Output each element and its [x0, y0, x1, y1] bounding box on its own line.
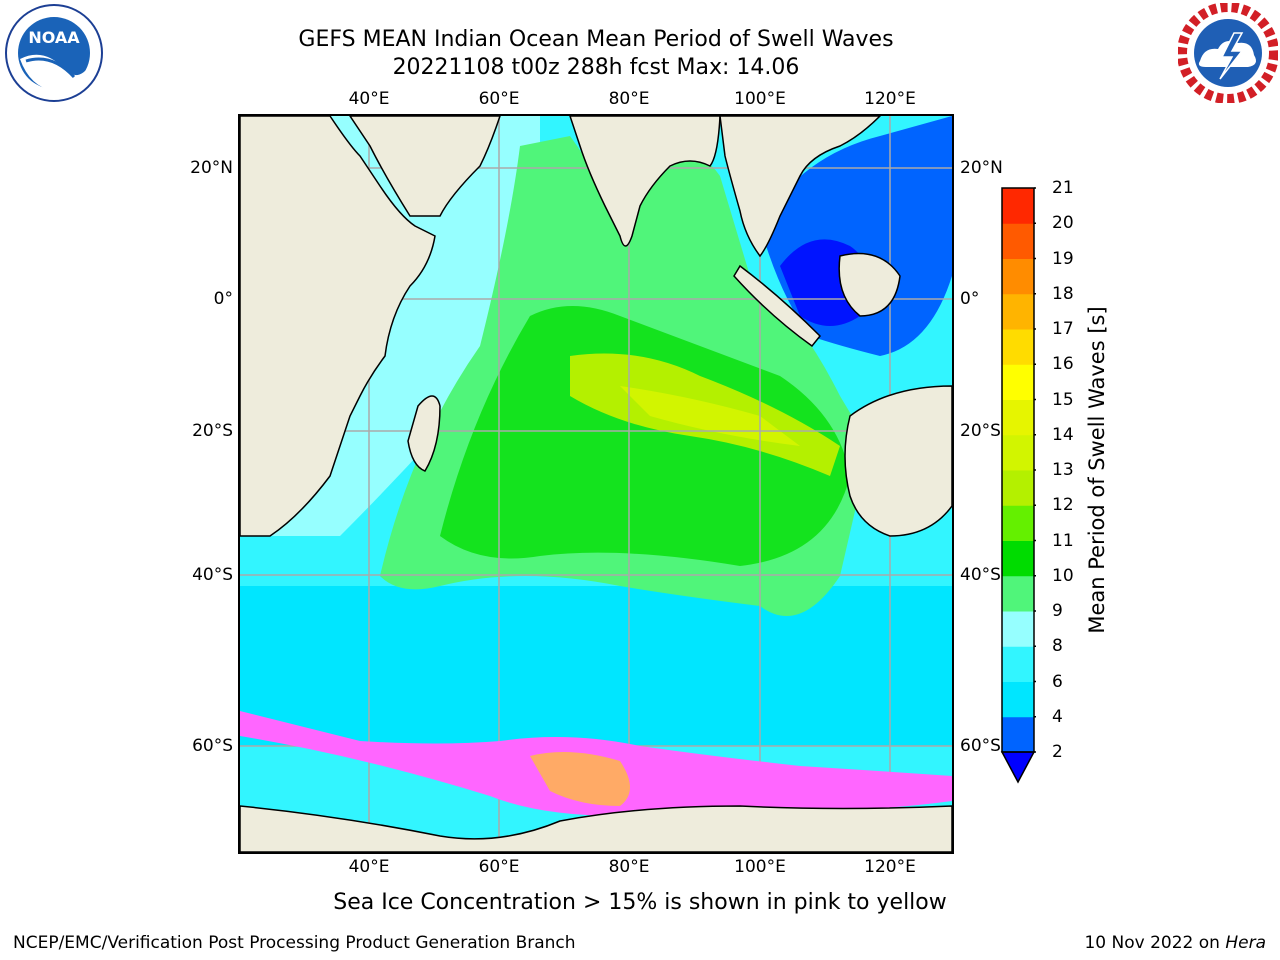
- colorbar-segment: [1002, 681, 1034, 718]
- colorbar-svg: [1000, 187, 1036, 784]
- colorbar-tick-label: 11: [1052, 530, 1074, 551]
- colorbar-tick-label: 15: [1052, 389, 1074, 410]
- colorbar-segment: [1002, 188, 1034, 224]
- colorbar-label: Mean Period of Swell Waves [s]: [1085, 306, 1109, 634]
- sea-ice-high-concentration: [530, 752, 630, 806]
- lon-label-bottom-100e: 100°E: [734, 857, 786, 877]
- lat-label-left-60s: 60°S: [192, 736, 233, 756]
- colorbar-segment: [1002, 716, 1034, 753]
- lon-label-bottom-40e: 40°E: [348, 857, 390, 877]
- borneo-land: [838, 252, 901, 317]
- lon-label-bottom-80e: 80°E: [608, 857, 650, 877]
- lat-label-right-40s: 40°S: [960, 565, 1001, 585]
- india-land: [569, 116, 721, 247]
- colorbar-tick-label: 20: [1052, 213, 1074, 234]
- madagascar-land: [407, 395, 441, 472]
- lon-label-top-40e: 40°E: [348, 89, 390, 109]
- colorbar: [1000, 186, 1036, 786]
- colorbar-tick-label: 18: [1052, 283, 1074, 304]
- lon-label-top-60e: 60°E: [478, 89, 520, 109]
- footer-date-text: 10 Nov 2022 on: [1084, 933, 1220, 953]
- lat-label-right-20n: 20°N: [960, 158, 1003, 178]
- swell-dark-green-core: [440, 306, 850, 566]
- colorbar-segment: [1002, 505, 1034, 541]
- africa-land: [240, 116, 436, 537]
- colorbar-segment: [1002, 470, 1034, 506]
- colorbar-tick-label: 9: [1052, 601, 1063, 621]
- colorbar-tick-label: 2: [1052, 742, 1063, 762]
- lon-label-bottom-60e: 60°E: [478, 857, 520, 877]
- australia-land: [844, 385, 952, 537]
- colorbar-segment: [1002, 223, 1034, 259]
- footer-host: Hera: [1225, 933, 1266, 953]
- colorbar-tick-label: 10: [1052, 565, 1074, 586]
- colorbar-segment: [1002, 293, 1034, 330]
- footer-organization: NCEP/EMC/Verification Post Processing Pr…: [13, 933, 576, 953]
- sumatra-land: [733, 264, 822, 348]
- lat-label-left-20s: 20°S: [192, 421, 233, 441]
- colorbar-segment: [1002, 540, 1034, 577]
- colorbar-segment: [1002, 611, 1034, 647]
- colorbar-segment: [1002, 364, 1034, 400]
- colorbar-tick-label: 14: [1052, 424, 1074, 445]
- noaa-logo: NOAA: [4, 3, 104, 103]
- colorbar-segment: [1002, 646, 1034, 682]
- land-masses: [240, 116, 952, 852]
- footer-date: 10 Nov 2022 on Hera: [1084, 933, 1266, 953]
- colorbar-tick-label: 12: [1052, 495, 1074, 516]
- colorbar-tick-label: 19: [1052, 248, 1074, 269]
- colorbar-segment: [1002, 258, 1034, 295]
- colorbar-tick-label: 13: [1052, 460, 1074, 480]
- map-canvas: [240, 116, 952, 852]
- colorbar-under-arrow: [1000, 751, 1036, 784]
- colorbar-tick-label: 17: [1052, 319, 1074, 339]
- lon-label-bottom-120e: 120°E: [864, 857, 916, 877]
- antarctica-land: [240, 805, 952, 852]
- lat-label-left-40s: 40°S: [192, 565, 233, 585]
- colorbar-tick-label: 16: [1052, 354, 1074, 375]
- nws-logo: [1177, 2, 1279, 104]
- lat-label-left-0: 0°: [213, 289, 233, 309]
- noaa-logo-text: NOAA: [28, 28, 80, 47]
- colorbar-segment: [1002, 329, 1034, 365]
- colorbar-segment: [1002, 434, 1034, 471]
- colorbar-tick-label: 8: [1052, 636, 1063, 657]
- southern-ocean-band: [240, 586, 952, 746]
- swell-period-map: [238, 114, 954, 854]
- lat-label-right-60s: 60°S: [960, 736, 1001, 756]
- lon-label-top-100e: 100°E: [734, 89, 786, 109]
- chart-title: GEFS MEAN Indian Ocean Mean Period of Sw…: [298, 27, 894, 52]
- chart-subtitle: 20221108 t00z 288h fcst Max: 14.06: [392, 55, 800, 80]
- colorbar-segment: [1002, 399, 1034, 436]
- arabia-land: [349, 116, 501, 217]
- colorbar-tick-label: 4: [1052, 706, 1063, 727]
- se-asia-land: [719, 116, 882, 258]
- lon-label-top-80e: 80°E: [608, 89, 650, 109]
- lat-label-right-20s: 20°S: [960, 421, 1001, 441]
- lat-label-right-0: 0°: [960, 289, 980, 309]
- lat-label-left-20n: 20°N: [190, 158, 233, 178]
- sea-ice-caption: Sea Ice Concentration > 15% is shown in …: [333, 890, 947, 915]
- lon-label-top-120e: 120°E: [864, 89, 916, 109]
- colorbar-tick-label: 6: [1052, 671, 1063, 692]
- colorbar-tick-label: 21: [1052, 178, 1074, 198]
- colorbar-segment: [1002, 575, 1034, 612]
